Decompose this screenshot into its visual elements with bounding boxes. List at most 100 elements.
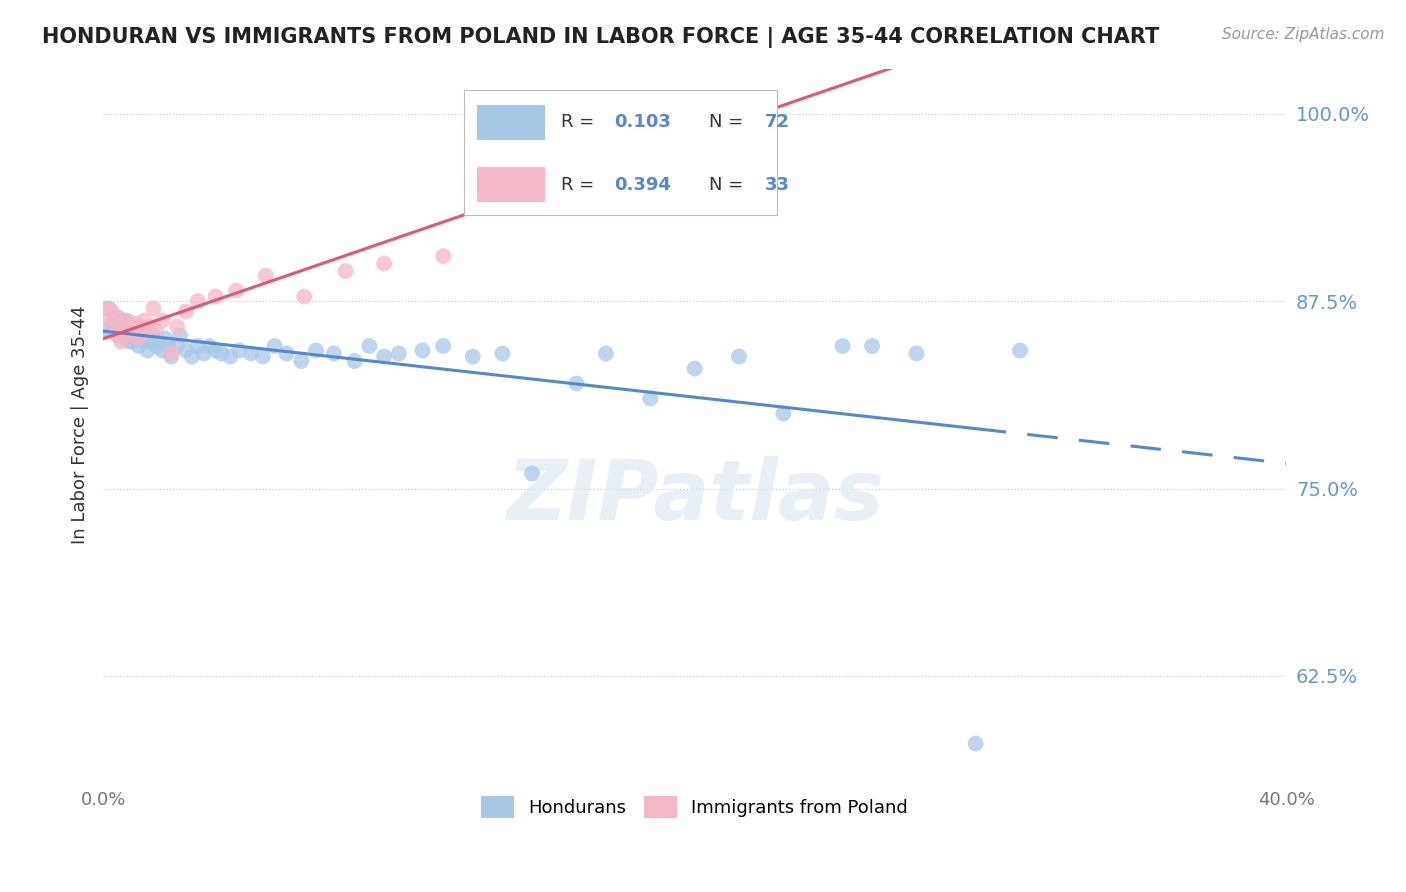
Point [219, 350, 242, 364]
Legend: Hondurans, Immigrants from Poland: Hondurans, Immigrants from Poland [474, 789, 915, 825]
Point [128, 331, 150, 345]
Point [134, 313, 156, 327]
Point [131, 328, 153, 343]
Point [118, 319, 141, 334]
Point [335, 264, 357, 278]
Point [136, 343, 159, 358]
Point [432, 249, 454, 263]
Point [225, 284, 247, 298]
Point [1008, 343, 1031, 358]
Point [174, 304, 197, 318]
Point [128, 319, 150, 334]
Point [209, 346, 232, 360]
Point [388, 346, 411, 360]
Point [373, 350, 395, 364]
Point [94, 324, 117, 338]
Point [157, 339, 180, 353]
Point [110, 334, 132, 349]
Point [115, 328, 138, 343]
Point [263, 339, 285, 353]
Point [104, 324, 127, 338]
Point [107, 328, 129, 343]
Point [595, 346, 617, 360]
Point [139, 334, 162, 349]
Point [148, 334, 170, 349]
Point [187, 293, 209, 308]
Point [101, 317, 124, 331]
Point [121, 324, 143, 338]
Point [204, 343, 226, 358]
Point [134, 334, 156, 349]
Point [174, 343, 197, 358]
Point [290, 354, 312, 368]
Point [860, 339, 883, 353]
Point [565, 376, 588, 391]
Point [654, 106, 676, 120]
Point [145, 339, 167, 353]
Point [107, 328, 129, 343]
Point [118, 334, 141, 349]
Point [520, 467, 543, 481]
Point [155, 331, 177, 345]
Point [121, 334, 143, 349]
Point [228, 343, 250, 358]
Text: Source: ZipAtlas.com: Source: ZipAtlas.com [1222, 27, 1385, 42]
Point [373, 256, 395, 270]
Point [169, 328, 191, 343]
Point [110, 317, 132, 331]
Point [254, 268, 277, 283]
Point [506, 167, 529, 181]
Point [107, 319, 129, 334]
Point [193, 346, 215, 360]
Point [112, 313, 135, 327]
Point [131, 319, 153, 334]
Point [198, 339, 221, 353]
Point [166, 339, 188, 353]
Point [160, 346, 183, 360]
Point [128, 339, 150, 353]
Point [292, 289, 315, 303]
Point [98, 313, 121, 327]
Point [683, 361, 706, 376]
Point [104, 313, 127, 327]
Text: HONDURAN VS IMMIGRANTS FROM POLAND IN LABOR FORCE | AGE 35-44 CORRELATION CHART: HONDURAN VS IMMIGRANTS FROM POLAND IN LA… [42, 27, 1160, 48]
Point [142, 301, 165, 316]
Point [139, 319, 162, 334]
Point [104, 319, 127, 334]
Point [491, 346, 513, 360]
Point [112, 319, 135, 334]
Point [728, 350, 751, 364]
Point [640, 392, 662, 406]
Point [432, 339, 454, 353]
Point [166, 319, 188, 334]
Point [252, 350, 274, 364]
Point [359, 339, 381, 353]
Y-axis label: In Labor Force | Age 35-44: In Labor Force | Age 35-44 [72, 305, 89, 544]
Point [101, 324, 124, 338]
Point [112, 324, 135, 338]
Point [150, 343, 173, 358]
Point [110, 324, 132, 338]
Point [150, 313, 173, 327]
Point [112, 331, 135, 345]
Point [180, 350, 202, 364]
Point [107, 310, 129, 325]
Point [118, 322, 141, 336]
Point [240, 346, 263, 360]
Point [115, 328, 138, 343]
Point [160, 350, 183, 364]
Point [142, 328, 165, 343]
Point [305, 343, 328, 358]
Point [110, 317, 132, 331]
Point [136, 324, 159, 338]
Point [905, 346, 928, 360]
Point [101, 304, 124, 318]
Point [461, 350, 484, 364]
Point [276, 346, 298, 360]
Point [115, 313, 138, 327]
Point [124, 331, 146, 345]
Point [98, 301, 121, 316]
Point [204, 289, 226, 303]
Point [772, 407, 794, 421]
Point [145, 324, 167, 338]
